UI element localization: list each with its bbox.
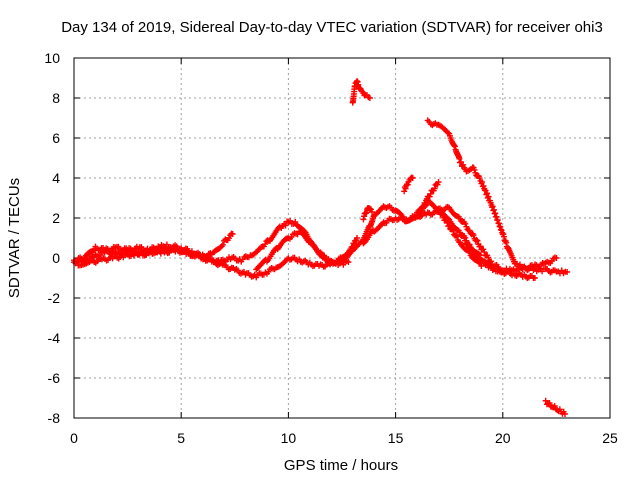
y-tick-label: 0: [52, 250, 60, 266]
data-point: [163, 241, 170, 248]
data-point: [466, 227, 473, 234]
data-point: [470, 232, 477, 239]
plot-frame: [73, 57, 611, 419]
data-point: [351, 83, 358, 90]
data-point: [443, 217, 450, 224]
data-series: [71, 78, 571, 417]
data-point: [422, 201, 429, 208]
data-point: [479, 179, 486, 186]
data-point: [292, 219, 299, 226]
data-point: [551, 403, 558, 410]
data-point: [553, 255, 560, 261]
data-point: [409, 175, 416, 181]
data-point: [369, 209, 376, 215]
data-point: [481, 249, 488, 256]
data-point: [480, 246, 487, 253]
data-point: [402, 185, 409, 192]
x-tick-label: 0: [70, 430, 78, 446]
data-point: [485, 254, 492, 261]
data-point: [282, 222, 289, 229]
x-tick-label: 20: [495, 430, 511, 446]
data-point: [516, 261, 523, 268]
data-point: [499, 269, 506, 275]
y-tick-label: -4: [48, 330, 61, 346]
data-point: [427, 190, 434, 197]
chart-title: Day 134 of 2019, Sidereal Day-to-day VTE…: [61, 19, 603, 36]
data-point: [426, 193, 433, 200]
data-point: [475, 251, 482, 258]
data-point: [354, 235, 361, 241]
data-point: [435, 179, 442, 185]
data-point: [225, 235, 232, 242]
y-tick-label: 2: [52, 210, 60, 226]
data-point: [450, 227, 457, 234]
y-tick-label: 10: [44, 50, 60, 66]
data-point: [351, 241, 358, 248]
data-point: [484, 190, 491, 197]
data-point: [561, 411, 568, 417]
x-tick-label: 25: [602, 430, 618, 446]
data-point: [473, 236, 480, 243]
data-point: [474, 237, 481, 244]
x-tick-label: 5: [177, 430, 185, 446]
y-tick-label: 8: [52, 90, 60, 106]
data-point: [451, 142, 458, 149]
data-point: [366, 95, 373, 101]
data-point: [345, 259, 352, 265]
data-point: [460, 161, 467, 168]
y-tick-label: -8: [48, 410, 61, 426]
data-point: [451, 143, 458, 150]
data-point: [485, 193, 492, 200]
y-tick-label: 4: [52, 170, 60, 186]
data-point: [446, 222, 453, 229]
y-tick-label: -6: [48, 370, 61, 386]
x-axis-label: GPS time / hours: [284, 457, 398, 474]
data-point: [366, 205, 373, 212]
x-tick-label: 15: [388, 430, 404, 446]
data-point: [415, 213, 422, 220]
data-point: [219, 241, 226, 248]
data-point: [431, 185, 438, 192]
data-point: [488, 258, 495, 265]
data-point: [564, 269, 571, 275]
y-tick-label: 6: [52, 130, 60, 146]
data-point: [471, 166, 478, 173]
data-point: [476, 175, 483, 182]
y-axis-label: SDTVAR / TECUs: [6, 178, 23, 298]
data-point: [262, 241, 269, 248]
data-point: [229, 231, 236, 237]
data-point: [404, 181, 411, 188]
data-point: [461, 234, 468, 241]
y-tick-label: -2: [48, 290, 61, 306]
data-point: [477, 243, 484, 250]
data-point: [479, 257, 486, 264]
x-tick-label: 10: [281, 430, 297, 446]
data-point: [531, 275, 538, 281]
data-point: [546, 399, 553, 406]
grid-lines: [74, 58, 610, 418]
data-point: [419, 205, 426, 212]
data-point: [462, 220, 469, 227]
